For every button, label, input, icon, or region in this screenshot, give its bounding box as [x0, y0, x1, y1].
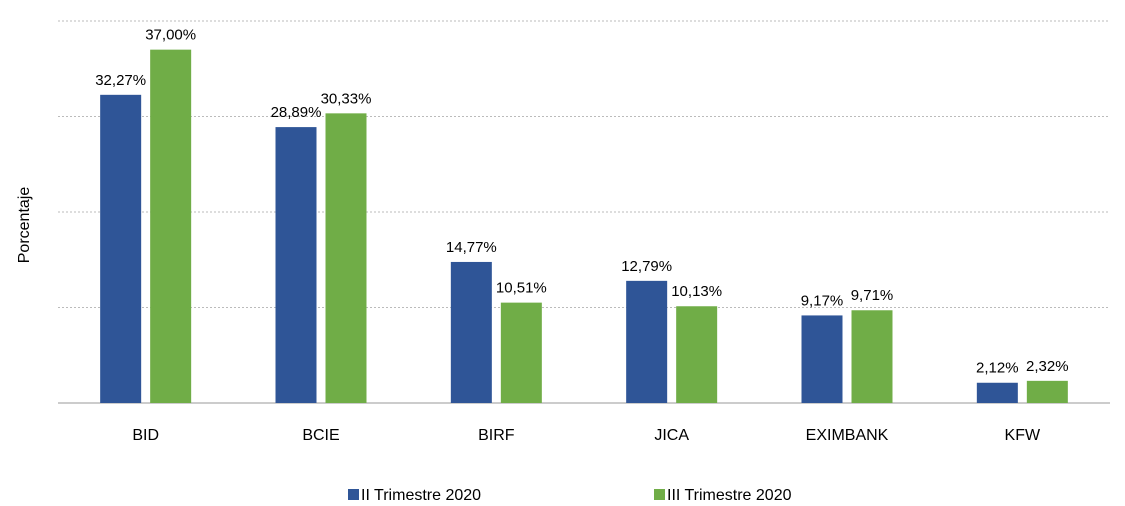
legend-label: II Trimestre 2020	[361, 487, 481, 504]
data-label: 10,13%	[671, 283, 722, 300]
bar	[851, 310, 893, 403]
bar	[100, 94, 142, 403]
x-tick-label: BCIE	[302, 427, 339, 444]
bar	[150, 49, 192, 404]
bar	[801, 315, 843, 403]
bar	[976, 382, 1018, 403]
bar	[500, 302, 542, 403]
legend-swatch	[654, 489, 665, 500]
data-label: 28,89%	[271, 104, 322, 121]
x-tick-label: BIRF	[478, 427, 515, 444]
data-label: 10,51%	[496, 280, 547, 297]
x-tick-label: BID	[132, 427, 159, 444]
x-tick-label: KFW	[1005, 427, 1041, 444]
data-label: 9,17%	[801, 292, 844, 309]
data-label: 32,27%	[95, 72, 146, 89]
data-label: 9,71%	[851, 287, 894, 304]
data-label: 2,12%	[976, 360, 1019, 377]
bar	[450, 261, 492, 403]
data-label: 14,77%	[446, 239, 497, 256]
data-label: 12,79%	[621, 258, 672, 275]
data-label: 2,32%	[1026, 358, 1069, 375]
legend-label: III Trimestre 2020	[667, 487, 792, 504]
data-label: 37,00%	[145, 27, 196, 44]
y-axis-label: Porcentaje	[16, 187, 33, 264]
x-tick-label: JICA	[654, 427, 689, 444]
x-tick-label: EXIMBANK	[806, 427, 889, 444]
legend-swatch	[348, 489, 359, 500]
data-label: 30,33%	[321, 90, 372, 107]
bar	[676, 306, 718, 403]
bar	[626, 280, 668, 403]
bar	[1026, 380, 1068, 403]
bar	[275, 127, 317, 404]
bar	[325, 113, 367, 403]
